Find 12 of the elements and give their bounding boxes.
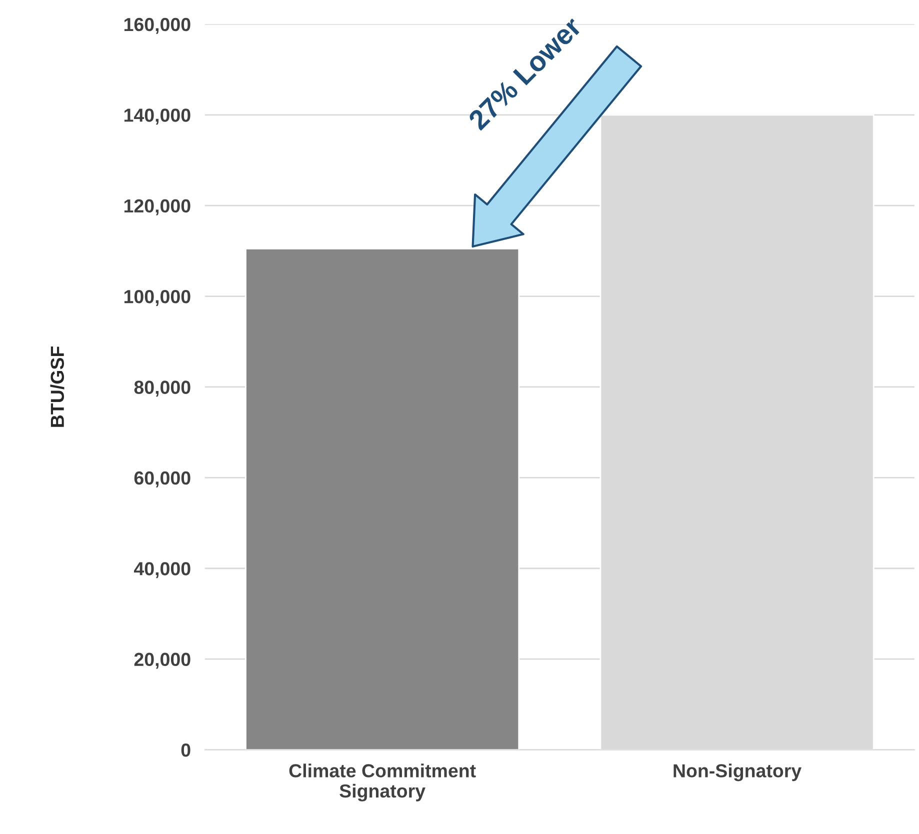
y-tick-label: 160,000 [124,18,190,34]
y-tick-label: 40,000 [134,562,190,578]
y-tick-label: 0 [181,743,190,757]
y-axis-title: BTU/GSF [50,346,64,427]
x-tick-label: Climate Commitment Signatory [289,764,476,802]
y-tick-label: 20,000 [134,652,190,669]
x-tick-label: Non-Signatory [674,764,802,782]
y-tick-label: 60,000 [134,471,190,488]
y-tick-label: 140,000 [124,108,190,125]
y-tick-label: 120,000 [124,199,190,216]
y-tick-label: 100,000 [124,290,190,306]
y-tick-label: 80,000 [134,380,190,397]
